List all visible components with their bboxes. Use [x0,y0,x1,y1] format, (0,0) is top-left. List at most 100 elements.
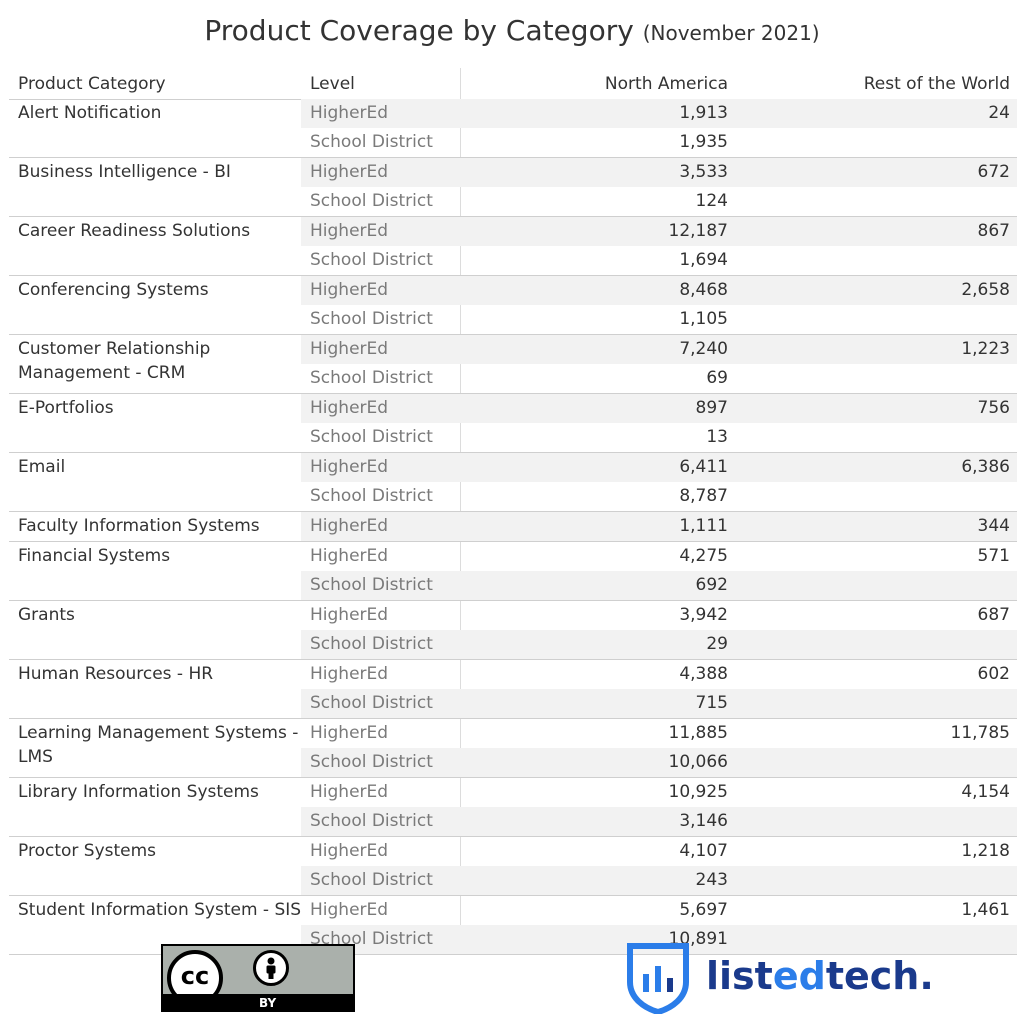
table-row: School District 124 [9,187,1017,216]
table-row-group: Human Resources - HR HigherEd 4,388 602 Scho… [9,660,1017,719]
level-cell: School District [310,634,433,654]
level-cell: School District [310,811,433,831]
north-america-cell: 11,885 [668,723,728,743]
rest-of-world-cell: 571 [977,546,1010,566]
level-cell: School District [310,191,433,211]
product-category-cell: Career Readiness Solutions [18,221,251,241]
north-america-cell: 8,468 [679,280,728,300]
north-america-cell: 6,411 [679,457,728,477]
level-cell: HigherEd [310,546,389,566]
level-cell: School District [310,368,433,388]
level-cell: HigherEd [310,723,389,743]
rest-of-world-cell: 672 [977,162,1010,182]
product-category-cell: Financial Systems [18,546,171,566]
north-america-cell: 715 [695,693,728,713]
level-cell: HigherEd [310,516,389,536]
north-america-cell: 5,697 [679,900,728,920]
north-america-cell: 69 [706,368,728,388]
product-category-cell: Student Information System - SIS [18,900,302,920]
level-cell: HigherEd [310,221,389,241]
table-row-group: Career Readiness Solutions HigherEd 12,187… [9,217,1017,276]
north-america-cell: 3,942 [679,605,728,625]
north-america-cell: 10,925 [668,782,728,802]
north-america-cell: 1,111 [679,516,728,536]
rest-of-world-cell: 687 [977,605,1010,625]
north-america-cell: 13 [706,427,728,447]
rest-of-world-cell: 11,785 [950,723,1010,743]
table-row: School District 1,935 [9,128,1017,157]
table-row-group: E-Portfolios HigherEd 897 756 School Distric… [9,394,1017,453]
table-row: HigherEd 3,533 672 [9,158,1017,187]
level-cell: HigherEd [310,398,389,418]
level-cell: HigherEd [310,339,389,359]
level-cell: School District [310,752,433,772]
level-cell: School District [310,486,433,506]
table-row: HigherEd 4,275 571 [9,542,1017,571]
table-row: School District 10,066 [9,748,1017,777]
level-cell: HigherEd [310,664,389,684]
product-category-cell: Learning Management Systems - LMS [18,723,299,767]
level-cell: HigherEd [310,280,389,300]
rest-of-world-cell: 24 [988,103,1010,123]
north-america-cell: 4,388 [679,664,728,684]
table-row: HigherEd 4,107 1,218 [9,837,1017,866]
rest-of-world-cell: 1,461 [961,900,1010,920]
product-category-cell: Email [18,457,66,477]
product-category-cell: Conferencing Systems [18,280,209,300]
north-america-cell: 3,533 [679,162,728,182]
product-category-cell: Business Intelligence - BI [18,162,231,182]
north-america-cell: 7,240 [679,339,728,359]
table-row: HigherEd 10,925 4,154 [9,778,1017,807]
rest-of-world-cell: 1,223 [961,339,1010,359]
north-america-cell: 897 [695,398,728,418]
north-america-cell: 12,187 [668,221,728,241]
license-label: BY [259,996,277,1010]
license-band [163,994,353,1010]
table-row-group: Alert Notification HigherEd 1,913 24 School … [9,99,1017,158]
table-row: HigherEd 897 756 [9,394,1017,423]
table-row: HigherEd 4,388 602 [9,660,1017,689]
product-category-cell: E-Portfolios [18,398,114,418]
rest-of-world-cell: 602 [977,664,1010,684]
table-row: HigherEd 3,942 687 [9,601,1017,630]
level-cell: HigherEd [310,605,389,625]
title-text: Product Coverage by Category [204,14,634,47]
north-america-cell: 4,275 [679,546,728,566]
subtitle-text: (November 2021) [642,21,820,45]
product-category-cell: Grants [18,605,75,625]
table-row: HigherEd 12,187 867 [9,217,1017,246]
rest-of-world-cell: 2,658 [961,280,1010,300]
north-america-cell: 1,913 [679,103,728,123]
level-cell: School District [310,309,433,329]
table-row: School District 69 [9,364,1017,393]
north-america-cell: 1,935 [679,132,728,152]
north-america-cell: 8,787 [679,486,728,506]
level-cell: School District [310,250,433,270]
table-row: School District 13 [9,423,1017,452]
product-category-cell: Human Resources - HR [18,664,214,684]
level-cell: HigherEd [310,457,389,477]
table-row-group: Customer Relationship Management - CRM Hi… [9,335,1017,394]
header-product-category: Product Category [18,74,166,94]
table-row: HigherEd 5,697 1,461 [9,896,1017,925]
header-north-america: North America [604,74,728,94]
table-header: Product Category Level North America Res… [9,68,1017,100]
rest-of-world-cell: 344 [977,516,1010,536]
table-row: School District 29 [9,630,1017,659]
table-row: HigherEd 1,913 24 [9,99,1017,128]
north-america-cell: 692 [695,575,728,595]
north-america-cell: 4,107 [679,841,728,861]
listedtech-wordmark: listedtech. [706,954,934,998]
table-row: HigherEd 1,111 344 [9,512,1017,541]
table-row: School District 715 [9,689,1017,718]
table-row: School District 3,146 [9,807,1017,836]
listedtech-shield-icon [627,943,689,1014]
product-category-cell: Library Information Systems [18,782,259,802]
north-america-cell: 3,146 [679,811,728,831]
rest-of-world-cell: 1,218 [961,841,1010,861]
north-america-cell: 1,105 [679,309,728,329]
table-row: School District 1,105 [9,305,1017,334]
table-row: HigherEd 8,468 2,658 [9,276,1017,305]
level-cell: School District [310,870,433,890]
header-level: Level [310,74,355,94]
